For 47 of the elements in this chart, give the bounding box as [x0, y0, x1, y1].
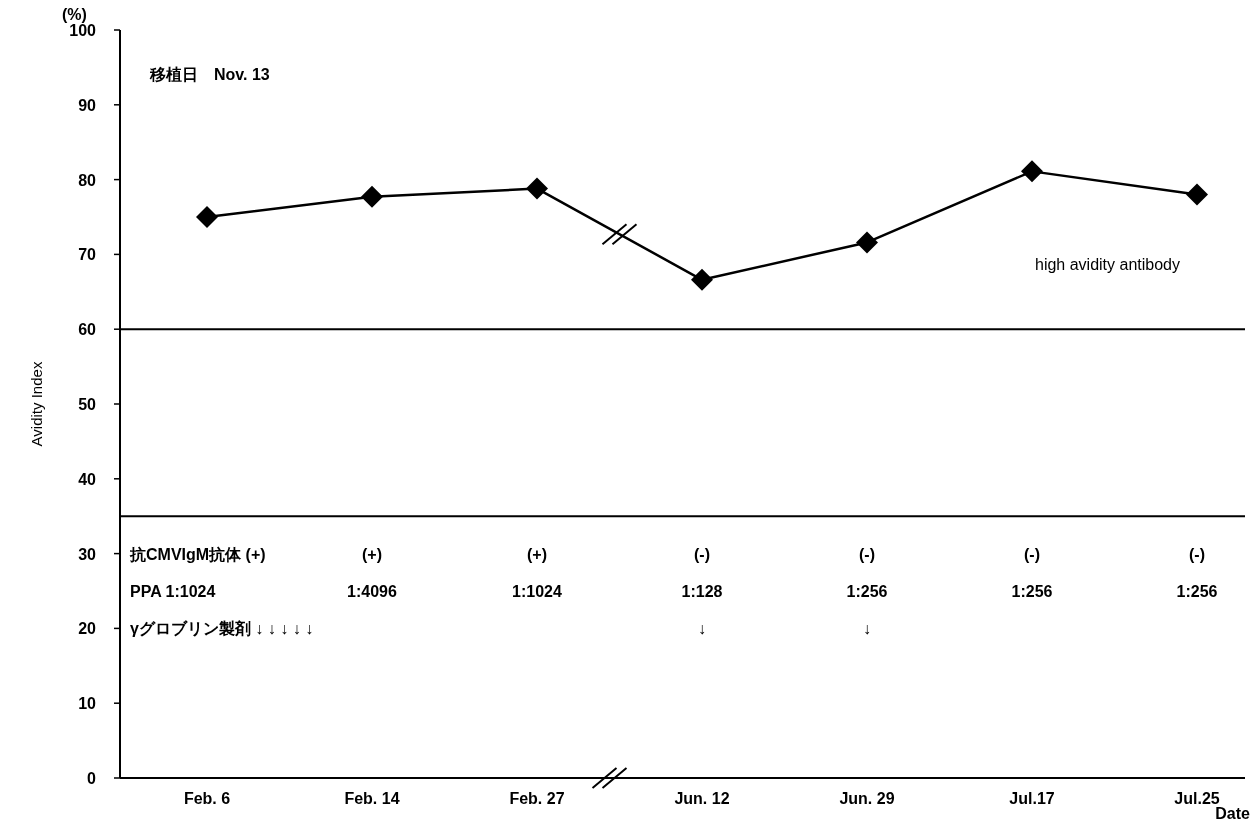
annotation: (-) [859, 545, 875, 563]
y-tick-label: 50 [78, 396, 97, 413]
annotation: 移植日 Nov. 13 [149, 66, 270, 83]
point [691, 268, 713, 291]
annotation: 1:128 [681, 583, 723, 600]
y-tick-label: 70 [78, 246, 97, 264]
y-tick-label: 0 [87, 770, 97, 787]
annotation: 1:256 [846, 583, 888, 600]
annotation: (-) [1024, 545, 1040, 563]
annotation: ↓ [698, 620, 706, 638]
annotation: 抗CMVIgM抗体 (+) [129, 545, 266, 563]
y-tick-label: 20 [78, 620, 97, 638]
annotation: (-) [694, 545, 710, 563]
point [1021, 160, 1043, 183]
x-tick-label: Jun. 29 [839, 790, 895, 807]
x-tick-label: Jun. 12 [674, 790, 730, 807]
annotation: (+) [362, 545, 382, 563]
y-tick-label: 30 [78, 545, 97, 563]
annotation: PPA 1:1024 [130, 583, 216, 600]
text: (%) [62, 6, 87, 23]
y-tick-label: 10 [78, 695, 97, 713]
x-tick-label: Feb. 27 [509, 790, 565, 807]
x-tick-label: Feb. 14 [344, 790, 400, 807]
point [526, 177, 548, 200]
annotation: γグロブリン製剤 ↓ ↓ ↓ ↓ ↓ [130, 620, 314, 638]
annotation: (+) [527, 545, 547, 563]
x-tick-label: Jul.17 [1009, 790, 1055, 807]
annotation: high avidity antibody [1035, 256, 1180, 273]
point [856, 231, 878, 254]
annotation: 1:1024 [512, 583, 563, 600]
point [361, 185, 383, 208]
x-tick-label: Feb. 6 [183, 790, 231, 807]
x-tick-label: Jul.25 [1174, 790, 1220, 807]
y-axis-title: Avidity Index [28, 361, 45, 447]
annotation: 1:256 [1176, 583, 1218, 600]
point [1186, 183, 1208, 206]
y-tick-label: 90 [78, 96, 97, 114]
x-axis-title: Date [1215, 805, 1251, 822]
y-tick-label: 100 [69, 22, 97, 39]
annotation: 1:4096 [347, 583, 398, 600]
annotation: ↓ [863, 620, 871, 638]
y-tick-label: 40 [78, 470, 97, 488]
point [196, 206, 218, 228]
annotation: (-) [1189, 545, 1205, 563]
y-tick-label: 80 [78, 171, 97, 189]
y-tick-label: 60 [78, 321, 97, 339]
annotation: 1:256 [1011, 583, 1053, 600]
